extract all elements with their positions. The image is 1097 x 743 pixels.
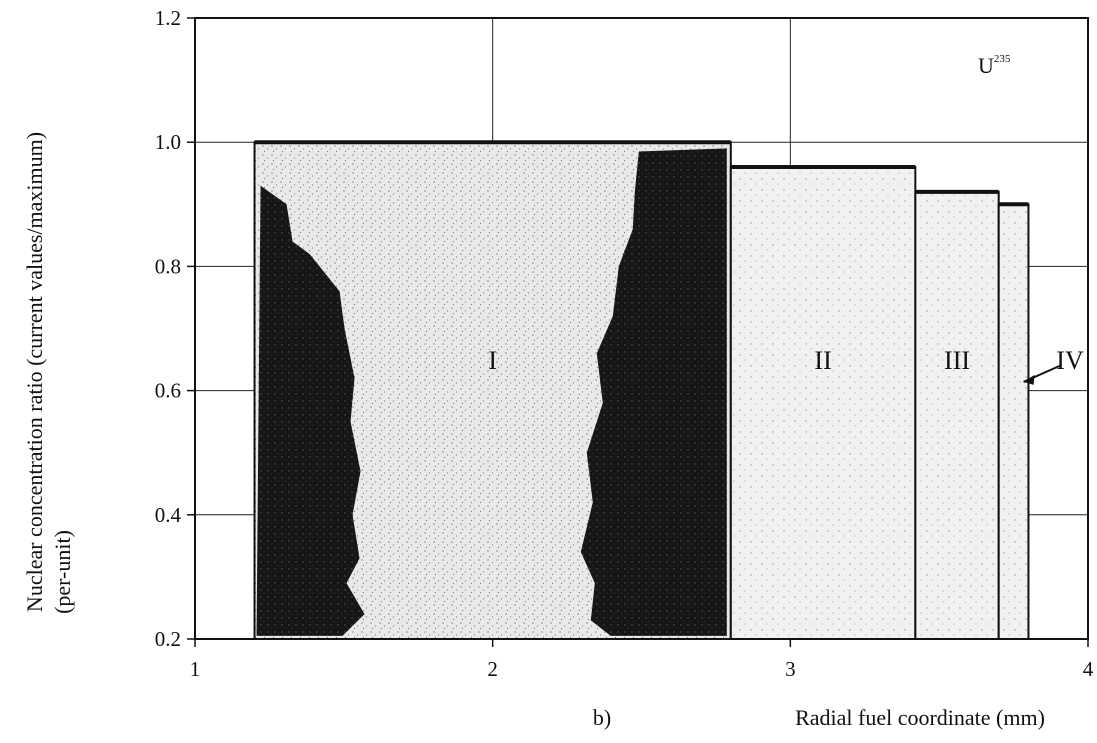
zones <box>253 140 1030 641</box>
tick-labels: 1 2 3 4 0.2 0.4 0.6 0.8 1.0 1.2 <box>155 6 1094 681</box>
y-axis-label: Nuclear concentration ratio (current val… <box>22 132 47 612</box>
y-tick-label-0: 0.2 <box>155 627 181 651</box>
plot-border <box>194 17 1089 640</box>
y-tick-label-1: 0.4 <box>155 503 182 527</box>
zone-labels: I II III IV <box>488 346 1084 385</box>
plot-frame <box>187 17 1089 647</box>
y-tick-label-3: 0.8 <box>155 254 181 278</box>
y-axis-label-unit: (per-unit) <box>50 530 75 614</box>
isotope-symbol: U <box>978 53 994 78</box>
zone-label-I: I <box>488 346 497 375</box>
y-tick-label-4: 1.0 <box>155 130 181 154</box>
y-tick-label-2: 0.6 <box>155 379 181 403</box>
x-tick-label-3: 4 <box>1083 657 1094 681</box>
zone-bar-II <box>729 166 917 640</box>
zone-I-dark-region-left <box>256 185 365 636</box>
isotope-annotation: U235 <box>978 53 1011 78</box>
y-tick-label-5: 1.2 <box>155 6 181 30</box>
x-axis-label: Radial fuel coordinate (mm) <box>795 705 1045 730</box>
x-tick-label-2: 3 <box>785 657 796 681</box>
x-tick-label-1: 2 <box>487 657 498 681</box>
zone-I-dark-region-right <box>580 148 727 636</box>
zone-label-II: II <box>814 346 831 375</box>
isotope-mass-number: 235 <box>994 53 1011 65</box>
panel-label: b) <box>593 705 611 730</box>
zone-label-III: III <box>944 346 970 375</box>
zone-label-IV: IV <box>1056 346 1084 375</box>
zone-bar-III <box>914 190 1000 640</box>
x-tick-label-0: 1 <box>190 657 201 681</box>
zone-label-IV-arrow-head <box>1023 374 1035 385</box>
zone-bar-IV <box>997 203 1030 641</box>
